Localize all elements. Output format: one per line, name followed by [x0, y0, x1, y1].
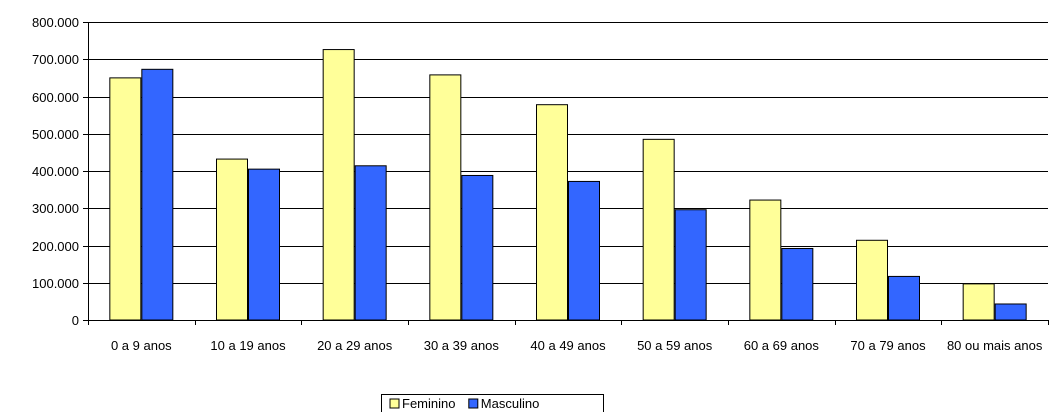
y-tick-label: 600.000 [32, 90, 79, 105]
x-axis-tick-labels: 0 a 9 anos 10 a 19 anos 20 a 29 anos 30 a 3… [111, 338, 1043, 353]
bar-masculino [354, 165, 387, 321]
bar-masculino [461, 174, 494, 321]
legend-swatch-masculino [468, 398, 479, 409]
x-tick-label: 80 ou mais anos [947, 338, 1043, 353]
y-axis-tick-labels: 0 100.000 200.000 300.000 400.000 500.000 600.… [32, 15, 79, 328]
bar-masculino [248, 168, 280, 321]
bar-masculino [568, 180, 600, 321]
x-tick-label: 10 a 19 anos [210, 338, 286, 353]
bar-masculino [674, 209, 707, 321]
bar-feminino [216, 158, 248, 321]
bar-feminino [322, 49, 355, 321]
y-tick-label: 0 [72, 313, 79, 328]
bar-feminino [536, 104, 568, 321]
bars [109, 49, 1027, 321]
x-tick-label: 70 a 79 anos [850, 338, 926, 353]
legend: Feminino Masculino [381, 394, 604, 412]
x-tick-label: 20 a 29 anos [317, 338, 393, 353]
legend-box [381, 394, 604, 412]
bar-feminino [962, 283, 995, 321]
y-tick-label: 500.000 [32, 127, 79, 142]
bar-feminino [642, 138, 675, 321]
x-tick-label: 40 a 49 anos [530, 338, 606, 353]
bar-feminino [429, 74, 462, 321]
y-tick-label: 400.000 [32, 164, 79, 179]
x-tick-label: 60 a 69 anos [744, 338, 820, 353]
bar-feminino [856, 239, 888, 321]
bar-masculino [888, 275, 920, 321]
y-tick-label: 300.000 [32, 201, 79, 216]
axes [83, 22, 1049, 325]
legend-label-feminino: Feminino [402, 396, 455, 411]
x-tick-label: 50 a 59 anos [637, 338, 713, 353]
y-tick-label: 200.000 [32, 239, 79, 254]
bar-feminino [749, 199, 782, 321]
bar-feminino [109, 77, 142, 321]
y-tick-label: 800.000 [32, 15, 79, 30]
y-tick-label: 100.000 [32, 276, 79, 291]
x-tick-label: 0 a 9 anos [111, 338, 172, 353]
bar-masculino [141, 68, 174, 321]
bar-masculino [994, 303, 1027, 321]
bar-masculino [781, 247, 814, 321]
legend-swatch-feminino [389, 398, 400, 409]
y-tick-label: 700.000 [32, 52, 79, 67]
legend-label-masculino: Masculino [481, 396, 540, 411]
x-tick-label: 30 a 39 anos [424, 338, 500, 353]
